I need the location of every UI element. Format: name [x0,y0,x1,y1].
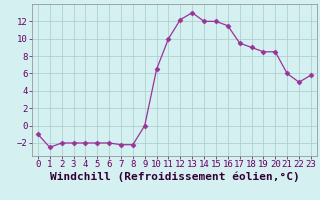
X-axis label: Windchill (Refroidissement éolien,°C): Windchill (Refroidissement éolien,°C) [50,172,299,182]
